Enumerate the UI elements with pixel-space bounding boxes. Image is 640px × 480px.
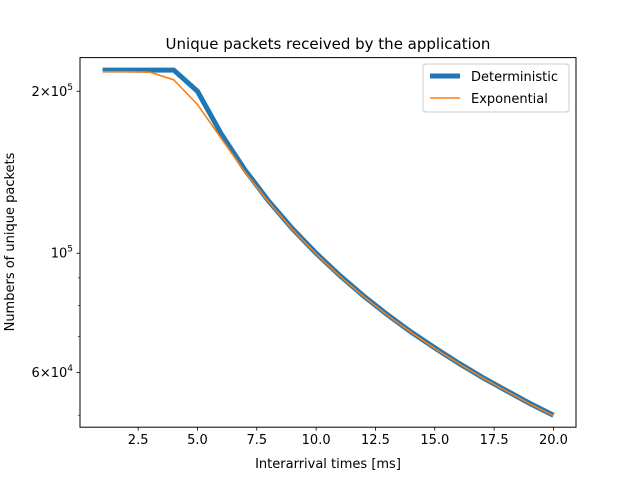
y-tick-label: 2×105: [32, 83, 73, 100]
x-tick-label: 7.5: [246, 433, 267, 448]
legend-label-deterministic: Deterministic: [471, 70, 558, 85]
series-line-exponential: [102, 70, 554, 417]
y-tick-label: 6×104: [32, 364, 74, 381]
legend-label-exponential: Exponential: [471, 92, 548, 107]
x-tick-label: 12.5: [361, 433, 390, 448]
x-tick-label: 2.5: [128, 433, 149, 448]
x-axis: 2.5 5.0 7.5 10.0 12.5 15.0 17.5 20.0: [128, 427, 568, 448]
y-axis-label: Numbers of unique packets: [3, 152, 18, 331]
x-tick-label: 17.5: [480, 433, 509, 448]
x-tick-label: 15.0: [420, 433, 449, 448]
x-axis-label: Interarrival times [ms]: [255, 457, 401, 472]
series-layer: [102, 67, 555, 418]
x-tick-label: 10.0: [302, 433, 331, 448]
chart-title: Unique packets received by the applicati…: [166, 35, 491, 53]
x-tick-label: 5.0: [187, 433, 208, 448]
y-tick-label: 105: [51, 245, 73, 262]
plot-frame: [79, 57, 577, 428]
x-tick-label: 20.0: [539, 433, 568, 448]
legend: Deterministic Exponential: [422, 63, 570, 113]
y-axis: 6×104 105 2×105: [32, 83, 80, 416]
